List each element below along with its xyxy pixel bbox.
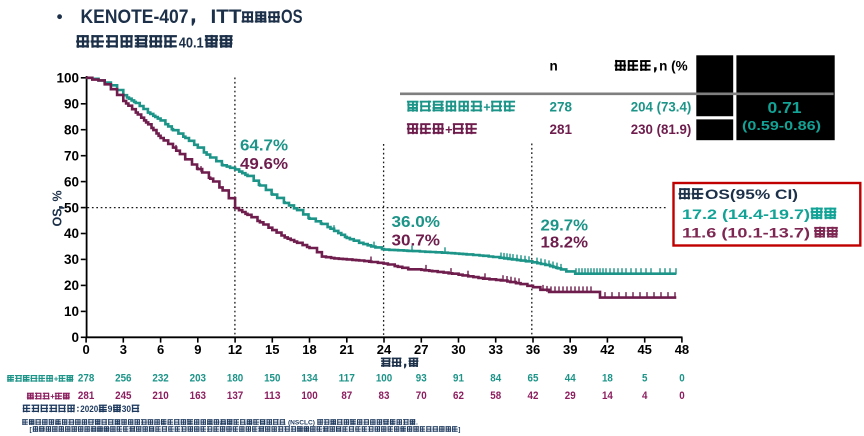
svg-text:0: 0 — [71, 330, 79, 345]
svg-text:44: 44 — [565, 373, 576, 385]
svg-text:0.71: 0.71 — [768, 100, 802, 117]
svg-text:210: 210 — [152, 390, 168, 402]
svg-text:39: 39 — [563, 342, 577, 357]
svg-text:KENOTE-407: KENOTE-407 — [81, 7, 189, 28]
svg-text:83: 83 — [379, 390, 390, 402]
svg-text:137: 137 — [227, 390, 243, 402]
svg-text:62: 62 — [453, 390, 464, 402]
svg-text:36: 36 — [526, 342, 540, 357]
svg-text:4: 4 — [642, 390, 647, 402]
svg-text:117: 117 — [339, 373, 355, 385]
svg-text:42: 42 — [528, 390, 539, 402]
svg-text:60: 60 — [64, 174, 79, 189]
svg-text:+: + — [50, 392, 55, 401]
svg-text:100: 100 — [56, 71, 79, 86]
svg-text:+: + — [445, 122, 452, 137]
svg-text:OS: OS — [51, 208, 65, 226]
svg-text:50: 50 — [64, 200, 79, 215]
svg-text:58: 58 — [490, 390, 501, 402]
svg-text:29.7%: 29.7% — [541, 218, 589, 235]
svg-text:48: 48 — [675, 342, 689, 357]
svg-text:0: 0 — [679, 373, 684, 385]
svg-text:+: + — [54, 375, 59, 384]
svg-text:]: ] — [458, 427, 460, 434]
svg-text:18.2%: 18.2% — [541, 235, 589, 252]
svg-text:0: 0 — [82, 342, 89, 357]
svg-text:84: 84 — [490, 373, 501, 385]
svg-text:9: 9 — [108, 404, 113, 414]
svg-text:113: 113 — [264, 390, 280, 402]
svg-text:203: 203 — [190, 373, 206, 385]
svg-text:100: 100 — [301, 390, 317, 402]
svg-text:11.6 (10.1-13.7): 11.6 (10.1-13.7) — [682, 224, 810, 240]
svg-text:245: 245 — [115, 390, 131, 402]
svg-text:150: 150 — [264, 373, 280, 385]
svg-text:5: 5 — [642, 373, 647, 385]
svg-text:100: 100 — [376, 373, 392, 385]
svg-text:OS(95% CI): OS(95% CI) — [705, 187, 798, 202]
svg-text:6: 6 — [157, 342, 164, 357]
svg-text:10: 10 — [64, 304, 79, 319]
svg-text:17.2 (14.4-19.7): 17.2 (14.4-19.7) — [682, 206, 810, 222]
svg-text:2020: 2020 — [80, 404, 98, 414]
svg-text:40.1: 40.1 — [179, 35, 204, 51]
svg-text:256: 256 — [115, 373, 131, 385]
svg-text:18: 18 — [602, 373, 613, 385]
svg-text:3: 3 — [120, 342, 127, 357]
svg-text:36.0%: 36.0% — [392, 214, 441, 231]
svg-text:281: 281 — [550, 122, 573, 137]
svg-text:27: 27 — [414, 342, 428, 357]
svg-text:91: 91 — [453, 373, 464, 385]
svg-text:30: 30 — [122, 404, 131, 414]
svg-text:281: 281 — [78, 390, 94, 402]
svg-text:%: % — [51, 190, 65, 201]
svg-text:30: 30 — [451, 342, 465, 357]
svg-text:70: 70 — [416, 390, 427, 402]
svg-text:70: 70 — [64, 148, 79, 163]
svg-text:(0.59-0.86): (0.59-0.86) — [742, 118, 821, 133]
svg-text:24: 24 — [377, 342, 392, 357]
svg-text:278: 278 — [550, 99, 573, 114]
svg-text:65: 65 — [528, 373, 539, 385]
svg-text:134: 134 — [301, 373, 317, 385]
svg-text:80: 80 — [64, 122, 79, 137]
svg-text:29: 29 — [565, 390, 576, 402]
svg-text:163: 163 — [190, 390, 206, 402]
svg-text:n (%: n (% — [659, 59, 688, 74]
svg-text:180: 180 — [227, 373, 243, 385]
svg-text:9: 9 — [194, 342, 201, 357]
svg-text:(NSCLC): (NSCLC) — [288, 420, 315, 427]
svg-text:232: 232 — [152, 373, 168, 385]
svg-text:278: 278 — [78, 373, 94, 385]
svg-text:18: 18 — [302, 342, 316, 357]
svg-text:12: 12 — [228, 342, 242, 357]
svg-text:+: + — [483, 99, 490, 114]
svg-text:204 (73.4): 204 (73.4) — [631, 99, 692, 114]
svg-text:64.7%: 64.7% — [240, 137, 288, 154]
svg-text:30.7%: 30.7% — [392, 232, 441, 249]
svg-text:90: 90 — [64, 96, 79, 111]
svg-text:49.6%: 49.6% — [240, 156, 288, 173]
svg-text:0: 0 — [679, 390, 684, 402]
svg-text:.: . — [416, 420, 418, 427]
svg-text:15: 15 — [265, 342, 279, 357]
svg-text:n: n — [550, 59, 558, 74]
svg-text:14: 14 — [602, 390, 613, 402]
svg-text:42: 42 — [600, 342, 614, 357]
svg-text:30: 30 — [64, 252, 79, 267]
svg-text:OS: OS — [281, 7, 303, 28]
svg-text:20: 20 — [64, 278, 79, 293]
svg-text:93: 93 — [416, 373, 427, 385]
svg-text:45: 45 — [637, 342, 651, 357]
svg-text:230 (81.9): 230 (81.9) — [631, 122, 692, 137]
svg-text:87: 87 — [341, 390, 352, 402]
svg-text:ITT: ITT — [211, 7, 242, 28]
svg-text:[: [ — [30, 427, 33, 434]
svg-text:21: 21 — [340, 342, 354, 357]
svg-text:40: 40 — [64, 226, 79, 241]
svg-text:33: 33 — [488, 342, 502, 357]
